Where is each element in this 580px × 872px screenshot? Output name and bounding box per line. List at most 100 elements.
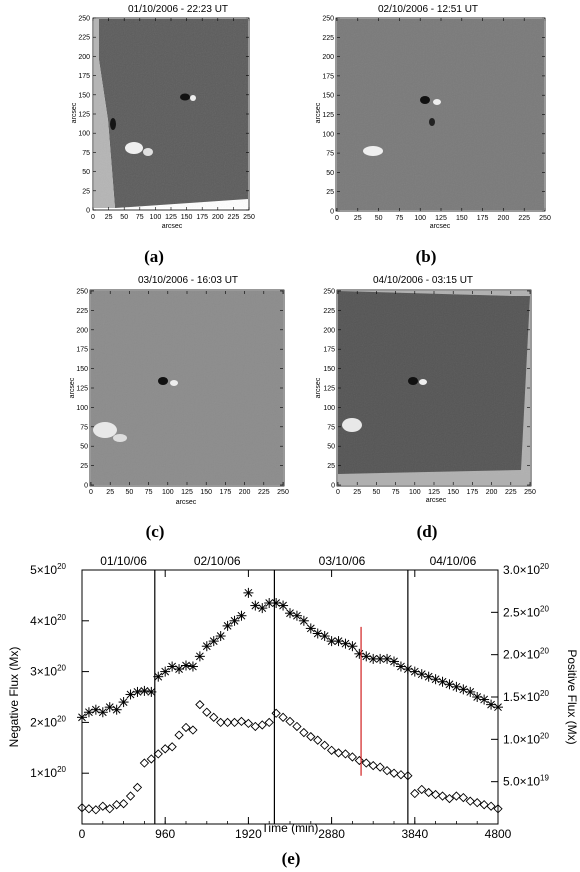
panel-x-tick-label: 125: [165, 214, 177, 221]
panel-x-tick-label: 225: [518, 215, 530, 222]
panel-x-tick-label: 150: [456, 215, 468, 222]
diamond-point: [375, 762, 385, 772]
diamond-point: [84, 804, 94, 814]
panel-y-tick-label: 25: [82, 188, 90, 195]
diamond-point: [236, 716, 247, 727]
panel-y-tick-label: 50: [80, 444, 88, 451]
panel-y-tick-label: 0: [330, 209, 334, 216]
panel-a-xlabel: arcsec: [162, 223, 183, 230]
panel-x-tick-label: 50: [126, 489, 134, 496]
day-label: 04/10/06: [430, 554, 477, 568]
diamond-point: [257, 720, 267, 730]
asterisk-point: [305, 623, 316, 634]
panel-y-tick-label: 250: [76, 289, 88, 296]
diamond-point: [326, 745, 337, 755]
asterisk-point: [278, 600, 289, 611]
asterisk-point: [146, 686, 157, 697]
asterisk-point: [465, 686, 476, 697]
asterisk-point: [430, 674, 441, 685]
y-right-tick-label: 2.5×1020: [503, 604, 549, 619]
panel-x-tick-label: 25: [353, 489, 361, 496]
panel-c-ylabel: arcsec: [69, 377, 76, 398]
panel-b-ticks: 00 25 25 50 50 75 75 100 100 125 125 150 150 175 175 20…: [322, 16, 551, 223]
panel-y-tick-label: 25: [80, 463, 88, 470]
asterisk-point: [90, 704, 101, 715]
negative-patch-b: [429, 118, 435, 126]
diamond-point: [181, 722, 191, 733]
panel-a-ticks: 0025255050757510010012512515015017517520…: [78, 16, 255, 222]
sunspot-positive-b: [433, 99, 441, 105]
asterisk-point: [285, 608, 295, 619]
panel-y-tick-label: 0: [86, 208, 90, 215]
asterisk-point: [181, 660, 191, 671]
magnetogram-panel-d: 04/10/2006 - 03:15 UT arcsec arcsec 00 25…: [315, 275, 536, 541]
diamond-point: [98, 801, 108, 811]
y-right-tick-label: 1.5×1020: [503, 689, 549, 704]
panel-b-caption: (b): [416, 247, 437, 266]
y-left-tick-label: 1×1020: [30, 765, 66, 780]
diamond-point: [188, 725, 198, 735]
diamond-point: [132, 782, 143, 793]
panel-d-title: 04/10/2006 - 03:15 UT: [373, 275, 473, 286]
sunspot-negative-a: [180, 93, 190, 101]
diamond-point: [278, 712, 288, 722]
panel-x-tick-label: 200: [212, 214, 224, 221]
panel-y-tick-label: 75: [80, 424, 88, 431]
positive-flux-region-a: [125, 142, 143, 154]
diamond-point: [361, 758, 371, 768]
panel-x-tick-label: 175: [477, 215, 489, 222]
y-left-tick-label: 3×1020: [30, 664, 66, 679]
panel-x-tick-label: 25: [106, 489, 114, 496]
day-label: 02/10/06: [194, 554, 241, 568]
panel-x-tick-label: 125: [435, 215, 447, 222]
diamond-point: [160, 744, 170, 754]
panel-y-tick-label: 75: [327, 424, 335, 431]
y-right-tick-label: 1.0×1020: [503, 731, 549, 746]
diamond-point: [382, 766, 392, 776]
panel-x-tick-label: 100: [150, 214, 162, 221]
panel-x-tick-label: 50: [373, 489, 381, 496]
panel-y-tick-label: 50: [327, 444, 335, 451]
diamond-point: [264, 717, 274, 728]
panel-x-tick-label: 150: [447, 489, 459, 496]
asterisk-point: [409, 666, 420, 677]
asterisk-point: [340, 638, 351, 649]
negative-patch-a: [110, 118, 116, 130]
panel-x-tick-label: 225: [258, 489, 270, 496]
diamond-point: [271, 708, 281, 718]
asterisk-point: [236, 610, 247, 621]
asterisk-point: [493, 702, 503, 713]
flux-ylabel-right: Positive Flux (Mx): [565, 649, 579, 744]
panel-x-tick-label: 150: [200, 489, 212, 496]
diamond-point: [292, 721, 302, 732]
y-left-tick-label: 2×1020: [30, 714, 66, 729]
x-tick-label: 0: [79, 827, 86, 841]
x-tick-label: 1920: [235, 827, 262, 841]
panel-y-tick-label: 225: [76, 308, 88, 315]
y-left-tick-label: 4×1020: [30, 613, 66, 628]
positive-flux-series: [77, 699, 503, 815]
panel-y-tick-label: 175: [323, 347, 335, 354]
asterisk-point: [423, 671, 434, 682]
panel-y-tick-label: 100: [323, 405, 335, 412]
asterisk-point: [402, 664, 413, 675]
diamond-point: [139, 758, 150, 768]
panel-y-tick-label: 50: [326, 170, 334, 177]
diamond-point: [493, 804, 503, 814]
asterisk-point: [257, 603, 268, 614]
panel-x-tick-label: 150: [181, 214, 193, 221]
diamond-point: [125, 791, 136, 801]
day-boundaries: [154, 570, 409, 824]
asterisk-point: [395, 661, 406, 672]
diamond-point: [403, 771, 413, 781]
sunspot-negative-d: [408, 377, 418, 385]
y-right-tick-label: 5.0×1019: [503, 774, 549, 789]
panel-y-tick-label: 250: [323, 289, 335, 296]
panel-b-xlabel: arcsec: [430, 223, 451, 230]
panel-y-tick-label: 125: [322, 112, 334, 119]
panel-x-tick-label: 100: [414, 215, 426, 222]
panel-a-ylabel: arcsec: [71, 102, 78, 123]
asterisk-point: [354, 648, 365, 659]
panel-x-tick-label: 125: [428, 489, 440, 496]
panel-c-ticks: 00 25 25 50 50 75 75 100 100 125 125 150 150 175 175 20…: [76, 289, 289, 497]
